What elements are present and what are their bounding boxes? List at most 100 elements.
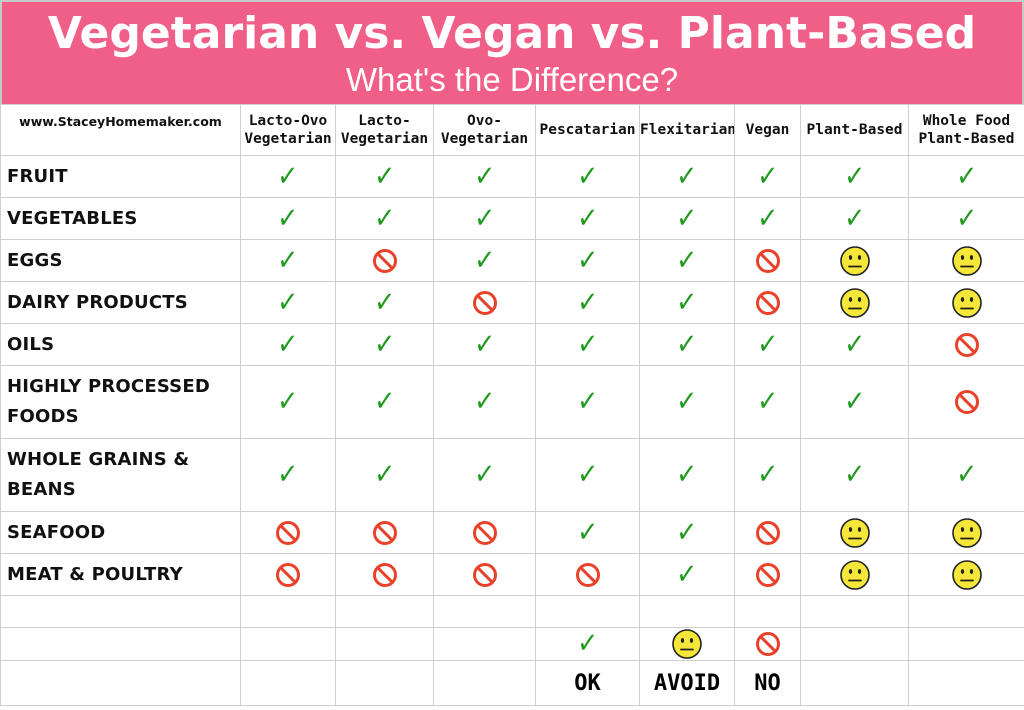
empty-cell xyxy=(908,627,1024,661)
check-icon: ✓ xyxy=(473,199,496,237)
check-icon: ✓ xyxy=(576,513,599,551)
status-cell: ✓ xyxy=(240,197,336,240)
row-label: Whole Grains & Beans xyxy=(0,438,241,512)
legend-label-avoid: AVOID xyxy=(639,660,735,706)
check-icon: ✓ xyxy=(277,241,300,279)
prohibited-icon xyxy=(755,290,780,315)
row-label-line: Dairy Products xyxy=(7,291,188,313)
status-cell xyxy=(800,511,909,554)
empty-cell xyxy=(335,595,434,628)
check-icon: ✓ xyxy=(955,456,978,493)
page-title: Vegetarian vs. Vegan vs. Plant-Based xyxy=(47,8,977,59)
status-cell: ✓ xyxy=(639,365,735,439)
status-cell: ✓ xyxy=(535,438,640,512)
legend-icon-cell: ✓ xyxy=(535,627,640,661)
check-icon: ✓ xyxy=(473,325,496,363)
legend-icon-cell xyxy=(639,627,735,661)
status-cell: ✓ xyxy=(433,323,536,366)
table-row: Eggs ✓ ✓ ✓ ✓ xyxy=(0,239,1024,282)
check-icon: ✓ xyxy=(277,283,300,321)
empty-cell xyxy=(240,660,336,706)
status-cell: ✓ xyxy=(240,365,336,439)
legend-label-row: OK AVOID NO xyxy=(0,660,1024,706)
status-cell xyxy=(240,511,336,554)
empty-cell xyxy=(734,595,801,628)
column-header-line: Vegetarian xyxy=(440,131,529,147)
empty-cell xyxy=(433,660,536,706)
column-header-line: Ovo- xyxy=(467,113,502,129)
column-header-line: Lacto-Ovo xyxy=(248,113,328,129)
check-icon: ✓ xyxy=(676,241,699,279)
prohibited-icon xyxy=(276,520,300,545)
column-header-line: Flexitarian xyxy=(640,122,735,138)
status-cell: ✓ xyxy=(240,239,336,282)
status-cell: ✓ xyxy=(433,438,536,512)
prohibited-icon xyxy=(372,562,397,587)
status-cell: ✓ xyxy=(734,323,801,366)
column-header-line: Vegetarian xyxy=(340,131,429,147)
check-icon: ✓ xyxy=(473,383,496,420)
status-cell: ✓ xyxy=(908,438,1024,512)
status-cell xyxy=(908,281,1024,324)
empty-cell xyxy=(240,595,336,628)
check-icon: ✓ xyxy=(576,241,599,279)
status-cell: ✓ xyxy=(734,155,801,198)
prohibited-icon xyxy=(954,332,979,357)
neutral-face-icon xyxy=(839,245,870,276)
status-cell: ✓ xyxy=(335,281,434,324)
status-cell: ✓ xyxy=(639,438,735,512)
neutral-face-icon xyxy=(951,517,982,548)
check-icon: ✓ xyxy=(756,199,779,237)
row-label: Seafood xyxy=(0,511,241,554)
status-cell xyxy=(908,511,1024,554)
status-cell xyxy=(335,553,434,596)
site-url: www.StaceyHomemaker.com xyxy=(0,104,241,156)
check-icon: ✓ xyxy=(373,383,396,420)
row-label-line: Highly Processed xyxy=(7,376,210,397)
check-icon: ✓ xyxy=(843,456,866,493)
status-cell xyxy=(908,323,1024,366)
check-icon: ✓ xyxy=(576,383,599,420)
check-icon: ✓ xyxy=(676,283,699,321)
check-icon: ✓ xyxy=(676,383,699,420)
table-row: Fruit ✓ ✓ ✓ ✓ ✓ ✓ ✓ ✓ xyxy=(0,155,1024,198)
status-cell: ✓ xyxy=(639,553,735,596)
status-cell xyxy=(335,239,434,282)
status-cell: ✓ xyxy=(639,511,735,554)
status-cell: ✓ xyxy=(433,239,536,282)
status-cell xyxy=(800,239,909,282)
status-cell: ✓ xyxy=(335,438,434,512)
prohibited-icon xyxy=(954,390,979,414)
status-cell xyxy=(734,553,801,596)
status-cell: ✓ xyxy=(639,155,735,198)
column-header: Flexitarian xyxy=(639,104,735,156)
row-label-line: Oils xyxy=(7,333,55,355)
legend-label-no: NO xyxy=(734,660,801,706)
status-cell xyxy=(535,553,640,596)
header-banner: Vegetarian vs. Vegan vs. Plant-Based Wha… xyxy=(0,0,1024,104)
check-icon: ✓ xyxy=(576,157,599,195)
check-icon: ✓ xyxy=(676,555,699,593)
status-cell: ✓ xyxy=(639,323,735,366)
status-cell: ✓ xyxy=(908,197,1024,240)
check-icon: ✓ xyxy=(373,456,396,493)
status-cell xyxy=(734,281,801,324)
empty-cell xyxy=(800,627,909,661)
empty-cell xyxy=(433,627,536,661)
status-cell: ✓ xyxy=(535,197,640,240)
neutral-face-icon xyxy=(839,559,870,590)
empty-cell xyxy=(639,595,735,628)
prohibited-icon xyxy=(755,632,780,656)
status-cell xyxy=(335,511,434,554)
status-cell: ✓ xyxy=(335,323,434,366)
neutral-face-icon xyxy=(951,559,982,590)
row-label-line: Vegetables xyxy=(7,207,138,229)
check-icon: ✓ xyxy=(955,199,978,237)
status-cell: ✓ xyxy=(535,365,640,439)
status-cell xyxy=(433,281,536,324)
check-icon: ✓ xyxy=(277,456,300,493)
status-cell xyxy=(800,281,909,324)
check-icon: ✓ xyxy=(676,325,699,363)
empty-cell xyxy=(535,595,640,628)
status-cell xyxy=(908,553,1024,596)
